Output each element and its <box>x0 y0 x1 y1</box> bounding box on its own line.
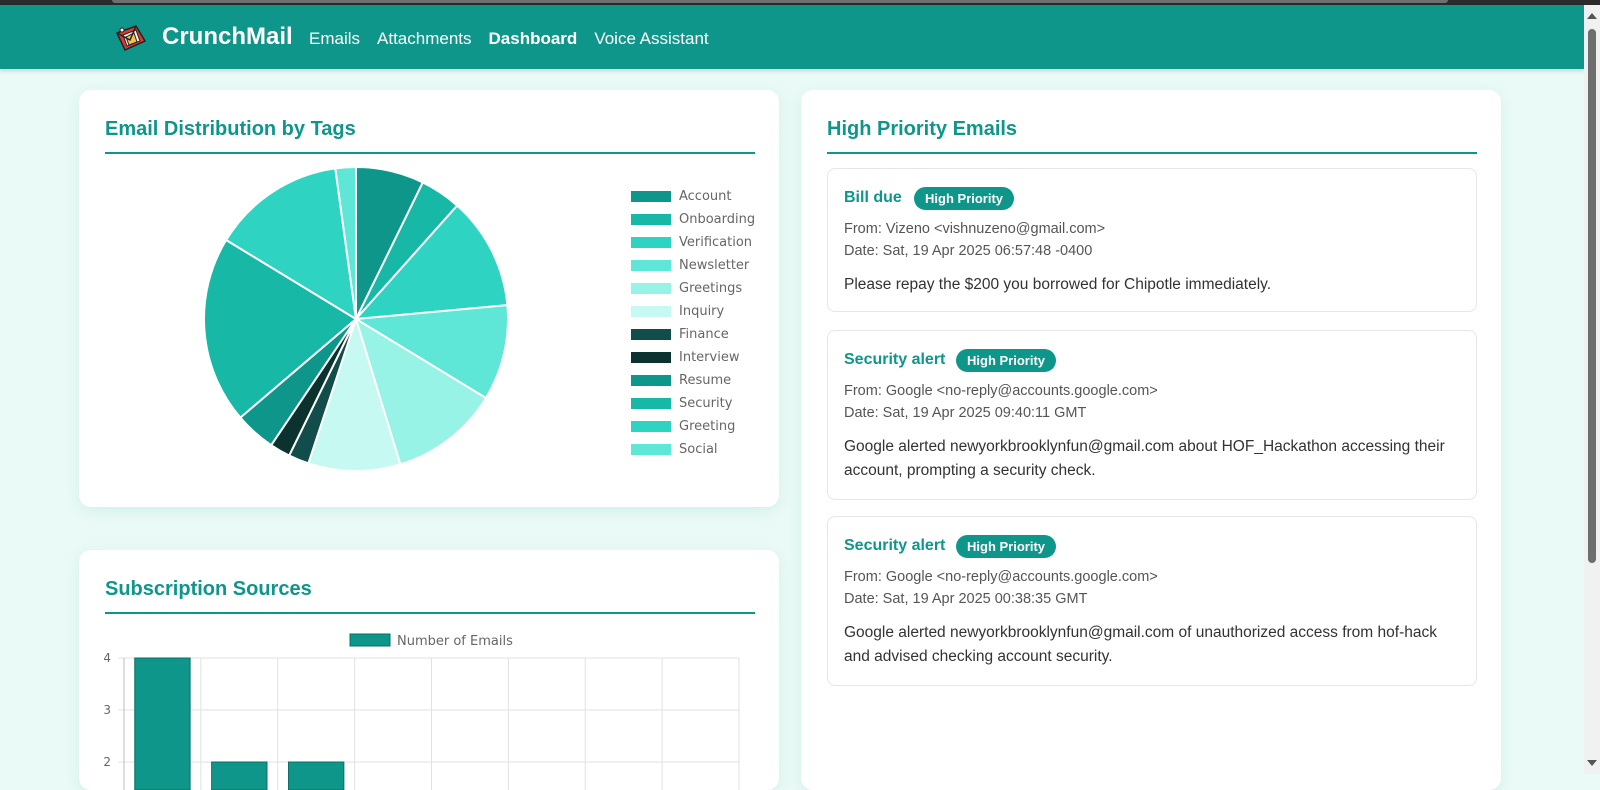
legend-swatch <box>631 444 671 455</box>
legend-swatch <box>631 306 671 317</box>
legend-swatch <box>631 398 671 409</box>
subscriptions-title: Subscription Sources <box>105 578 312 600</box>
legend-swatch <box>631 329 671 340</box>
legend-label: Resume <box>679 373 732 388</box>
nav-link-emails[interactable]: Emails <box>309 29 361 48</box>
pie-slice[interactable] <box>334 165 357 320</box>
bar[interactable] <box>211 761 268 790</box>
email-subject: Security alert <box>844 537 946 554</box>
legend-swatch <box>631 191 671 202</box>
pie-slice[interactable] <box>352 304 509 400</box>
legend-item[interactable]: Inquiry <box>631 300 755 323</box>
legend-label: Verification <box>679 235 753 250</box>
legend-item[interactable]: Verification <box>631 231 755 254</box>
email-item[interactable]: Bill due High Priority From: Vizeno <vis… <box>827 168 1477 312</box>
legend-label: Greetings <box>679 281 743 296</box>
legend-item[interactable]: Newsletter <box>631 254 755 277</box>
distribution-title: Email Distribution by Tags <box>105 118 356 140</box>
email-summary: Please repay the $200 you borrowed for C… <box>844 276 1272 293</box>
legend-swatch <box>631 421 671 432</box>
legend-item[interactable]: Greetings <box>631 277 755 300</box>
nav-link-voice-assistant[interactable]: Voice Assistant <box>594 29 709 48</box>
legend-label: Social <box>679 442 718 457</box>
legend-item[interactable]: Account <box>631 185 755 208</box>
email-item[interactable]: Security alert High Priority From: Googl… <box>827 330 1477 500</box>
pie-legend: Account Onboarding Verification Newsletter G… <box>631 185 755 461</box>
legend-swatch <box>631 214 671 225</box>
brand-name[interactable]: CrunchMail <box>162 23 293 50</box>
legend-item[interactable]: Security <box>631 392 755 415</box>
top-navbar: CrunchMail Emails Attachments Dashboard … <box>0 5 1584 69</box>
legend-item[interactable]: Social <box>631 438 755 461</box>
high-priority-card: High Priority Emails Bill due High Prior… <box>801 90 1501 790</box>
pie-slice[interactable] <box>307 315 402 472</box>
browser-tab-strip <box>112 0 1448 3</box>
y-tick-label: 4 <box>103 651 111 665</box>
email-summary: Google alerted newyorkbrooklynfun@gmail.… <box>844 624 1437 665</box>
legend-label: Onboarding <box>679 212 756 227</box>
legend-label: Account <box>679 189 732 204</box>
bar[interactable] <box>288 761 345 790</box>
email-date: Date: Sat, 19 Apr 2025 00:38:35 GMT <box>844 591 1088 607</box>
legend-swatch <box>631 237 671 248</box>
priority-title-divider <box>827 152 1477 154</box>
subscriptions-title-divider <box>105 612 755 614</box>
email-distribution-card: Email Distribution by Tags Account Onboar… <box>79 90 779 507</box>
tag-pie-chart[interactable] <box>79 90 779 507</box>
legend-label: Greeting <box>679 419 736 434</box>
page-scrollbar[interactable] <box>1584 5 1600 774</box>
legend-swatch <box>631 375 671 386</box>
priority-badge: High Priority <box>956 535 1057 558</box>
scroll-up-arrow-icon[interactable] <box>1587 13 1597 19</box>
priority-badge: High Priority <box>956 349 1057 372</box>
subscription-sources-card: Subscription Sources Number of Emails 4 3 2 <box>79 550 779 790</box>
bar[interactable] <box>134 657 191 790</box>
scroll-down-arrow-icon[interactable] <box>1587 760 1597 766</box>
legend-item[interactable]: Finance <box>631 323 755 346</box>
email-item[interactable]: Security alert High Priority From: Googl… <box>827 516 1477 686</box>
legend-item[interactable]: Onboarding <box>631 208 755 231</box>
bar-legend-label[interactable]: Number of Emails <box>397 634 513 649</box>
priority-title: High Priority Emails <box>827 118 1018 140</box>
email-from: From: Vizeno <vishnuzeno@gmail.com> <box>844 221 1106 237</box>
legend-item[interactable]: Resume <box>631 369 755 392</box>
pie-slice[interactable] <box>224 167 358 321</box>
legend-label: Finance <box>679 327 729 342</box>
legend-swatch <box>631 352 671 363</box>
legend-label: Newsletter <box>679 258 750 273</box>
email-from: From: Google <no-reply@accounts.google.c… <box>844 383 1158 399</box>
email-from: From: Google <no-reply@accounts.google.c… <box>844 569 1158 585</box>
legend-label: Security <box>679 396 733 411</box>
pie-slice[interactable] <box>203 238 358 419</box>
nav-links: Emails Attachments Dashboard Voice Assis… <box>309 29 726 49</box>
priority-badge: High Priority <box>914 187 1015 210</box>
legend-item[interactable]: Interview <box>631 346 755 369</box>
nav-link-attachments[interactable]: Attachments <box>377 29 472 48</box>
email-date: Date: Sat, 19 Apr 2025 06:57:48 -0400 <box>844 243 1093 259</box>
legend-swatch <box>631 283 671 294</box>
distribution-title-divider <box>105 152 755 154</box>
nav-link-dashboard[interactable]: Dashboard <box>488 29 578 48</box>
y-tick-label: 2 <box>103 755 111 769</box>
email-subject: Security alert <box>844 351 946 368</box>
pie-slice[interactable] <box>354 316 488 466</box>
email-subject: Bill due <box>844 189 902 206</box>
legend-label: Interview <box>679 350 740 365</box>
crunchmail-logo-icon[interactable] <box>114 23 148 55</box>
legend-label: Inquiry <box>679 304 725 319</box>
pie-slice[interactable] <box>353 204 509 321</box>
subscription-bar-chart[interactable]: Number of Emails 4 3 2 <box>79 550 779 790</box>
legend-item[interactable]: Greeting <box>631 415 755 438</box>
email-date: Date: Sat, 19 Apr 2025 09:40:11 GMT <box>844 405 1087 421</box>
email-summary: Google alerted newyorkbrooklynfun@gmail.… <box>844 438 1445 479</box>
browser-top-strip <box>0 0 1600 5</box>
legend-swatch <box>631 260 671 271</box>
bar-legend-swatch <box>349 633 391 647</box>
scroll-thumb[interactable] <box>1588 29 1596 563</box>
y-tick-label: 3 <box>103 703 111 717</box>
